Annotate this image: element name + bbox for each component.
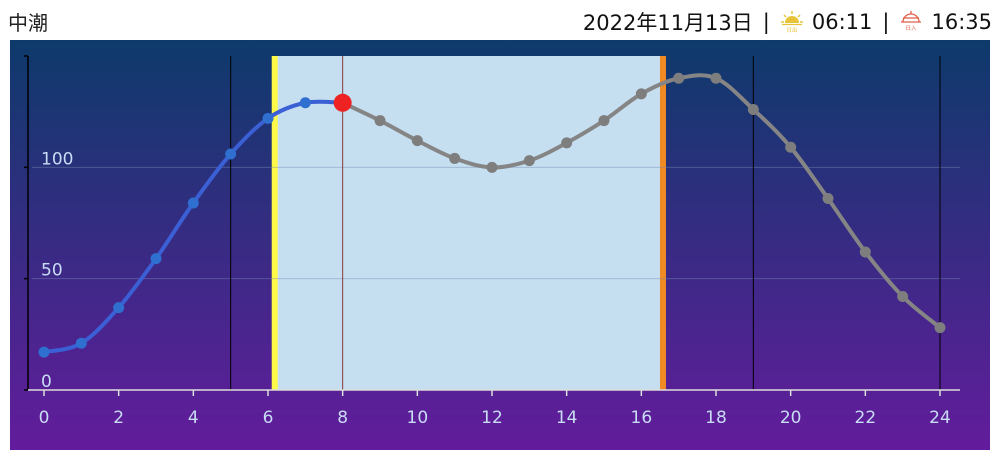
tide-point xyxy=(897,290,909,302)
sunrise-icon-text: 日出 xyxy=(786,26,797,34)
sunset-marker-line xyxy=(659,56,666,390)
x-tick-label: 22 xyxy=(855,408,877,428)
x-tick-label: 0 xyxy=(39,408,50,428)
tide-point xyxy=(486,161,498,173)
x-tick-label: 2 xyxy=(113,408,124,428)
header: 中潮 2022年11月13日 | 日出 06:11 | 日入 16:35 xyxy=(0,0,1000,40)
tide-point xyxy=(747,103,759,115)
x-tick-label: 16 xyxy=(631,408,653,428)
tide-point xyxy=(38,346,50,358)
tide-point xyxy=(934,322,946,334)
sunrise-marker-line xyxy=(271,56,278,390)
tide-point xyxy=(710,72,722,84)
current-tide-point xyxy=(333,93,352,112)
sunset-icon: 日入 xyxy=(901,11,922,32)
daylight-region xyxy=(274,56,663,390)
sunrise-time: 06:11 xyxy=(811,10,873,34)
tide-point xyxy=(561,137,573,149)
separator: | xyxy=(762,10,770,34)
x-tick-label: 24 xyxy=(929,408,951,428)
separator: | xyxy=(882,10,890,34)
tide-point xyxy=(225,148,237,160)
x-tick-label: 12 xyxy=(481,408,503,428)
tide-point xyxy=(673,72,685,84)
sunrise-icon: 日出 xyxy=(780,11,803,34)
date-text: 2022年11月13日 xyxy=(582,11,753,35)
y-tick-label: 100 xyxy=(41,149,73,169)
date-sun-info: 2022年11月13日 | 日出 06:11 | 日入 16:35 xyxy=(583,7,992,37)
tide-point xyxy=(785,141,797,153)
x-tick-label: 14 xyxy=(556,408,578,428)
tide-point xyxy=(635,88,647,100)
tide-point xyxy=(411,135,423,147)
tide-point xyxy=(374,115,386,127)
x-tick-label: 8 xyxy=(337,408,348,428)
tide-point xyxy=(523,155,535,167)
tide-point xyxy=(299,97,311,109)
tide-point xyxy=(75,337,87,349)
tide-point xyxy=(113,302,125,314)
tide-point xyxy=(150,253,162,265)
x-tick-label: 4 xyxy=(188,408,199,428)
sunset-time: 16:35 xyxy=(931,10,992,34)
x-tick-label: 6 xyxy=(263,408,274,428)
sunset-icon-text: 日入 xyxy=(906,25,918,32)
tide-name: 中潮 xyxy=(8,11,48,35)
y-tick-label: 0 xyxy=(41,372,52,392)
x-tick-label: 20 xyxy=(780,408,802,428)
tide-point xyxy=(449,152,461,164)
tide-point xyxy=(187,197,199,209)
x-tick-label: 18 xyxy=(705,408,727,428)
y-tick-label: 50 xyxy=(41,261,63,281)
tide-point xyxy=(822,193,834,205)
x-tick-label: 10 xyxy=(407,408,429,428)
tide-point xyxy=(262,112,274,124)
tide-chart: 0 2 4 6 8 10 12 14 16 18 20 22 24 0 50 100 xyxy=(10,40,990,450)
tide-point xyxy=(859,246,871,258)
tide-point xyxy=(598,115,610,127)
